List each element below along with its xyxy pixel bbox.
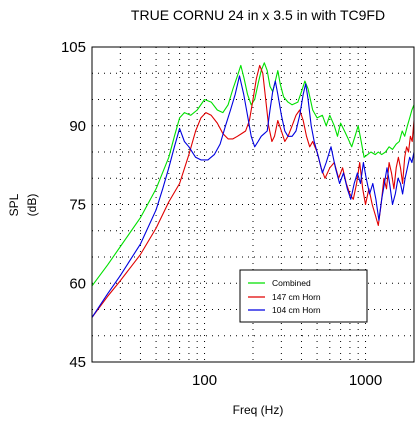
y-tick-label: 45: [69, 354, 86, 371]
legend-label-104cm: 104 cm Horn: [272, 305, 321, 315]
x-tick-labels: 100 1000: [192, 372, 382, 389]
legend-box: [239, 269, 368, 323]
legend-label-147cm: 147 cm Horn: [272, 292, 321, 302]
y-axis-label-line2: (dB): [25, 194, 39, 217]
x-tick-label: 1000: [349, 372, 382, 389]
series-line-combined: [91, 62, 415, 287]
series-line-147cm-horn: [91, 64, 415, 318]
y-tick-label: 90: [69, 118, 86, 135]
y-axis-label-line1: SPL: [7, 193, 21, 216]
x-tick-label: 100: [192, 372, 217, 389]
y-tick-label: 105: [61, 39, 86, 56]
legend: Combined 147 cm Horn 104 cm Horn: [239, 269, 368, 323]
chart-title: TRUE CORNU 24 in x 3.5 in with TC9FD: [131, 7, 385, 23]
x-axis-label: Freq (Hz): [233, 403, 284, 417]
plot-frame: [91, 46, 415, 363]
series-lines: [91, 62, 415, 318]
y-tick-labels: 45 60 75 90 105: [61, 39, 86, 371]
y-axis-label: SPL (dB): [7, 193, 39, 216]
series-line-104cm-horn: [91, 75, 415, 318]
y-tick-label: 75: [69, 197, 86, 214]
legend-label-combined: Combined: [272, 278, 311, 288]
y-tick-label: 60: [69, 275, 86, 292]
